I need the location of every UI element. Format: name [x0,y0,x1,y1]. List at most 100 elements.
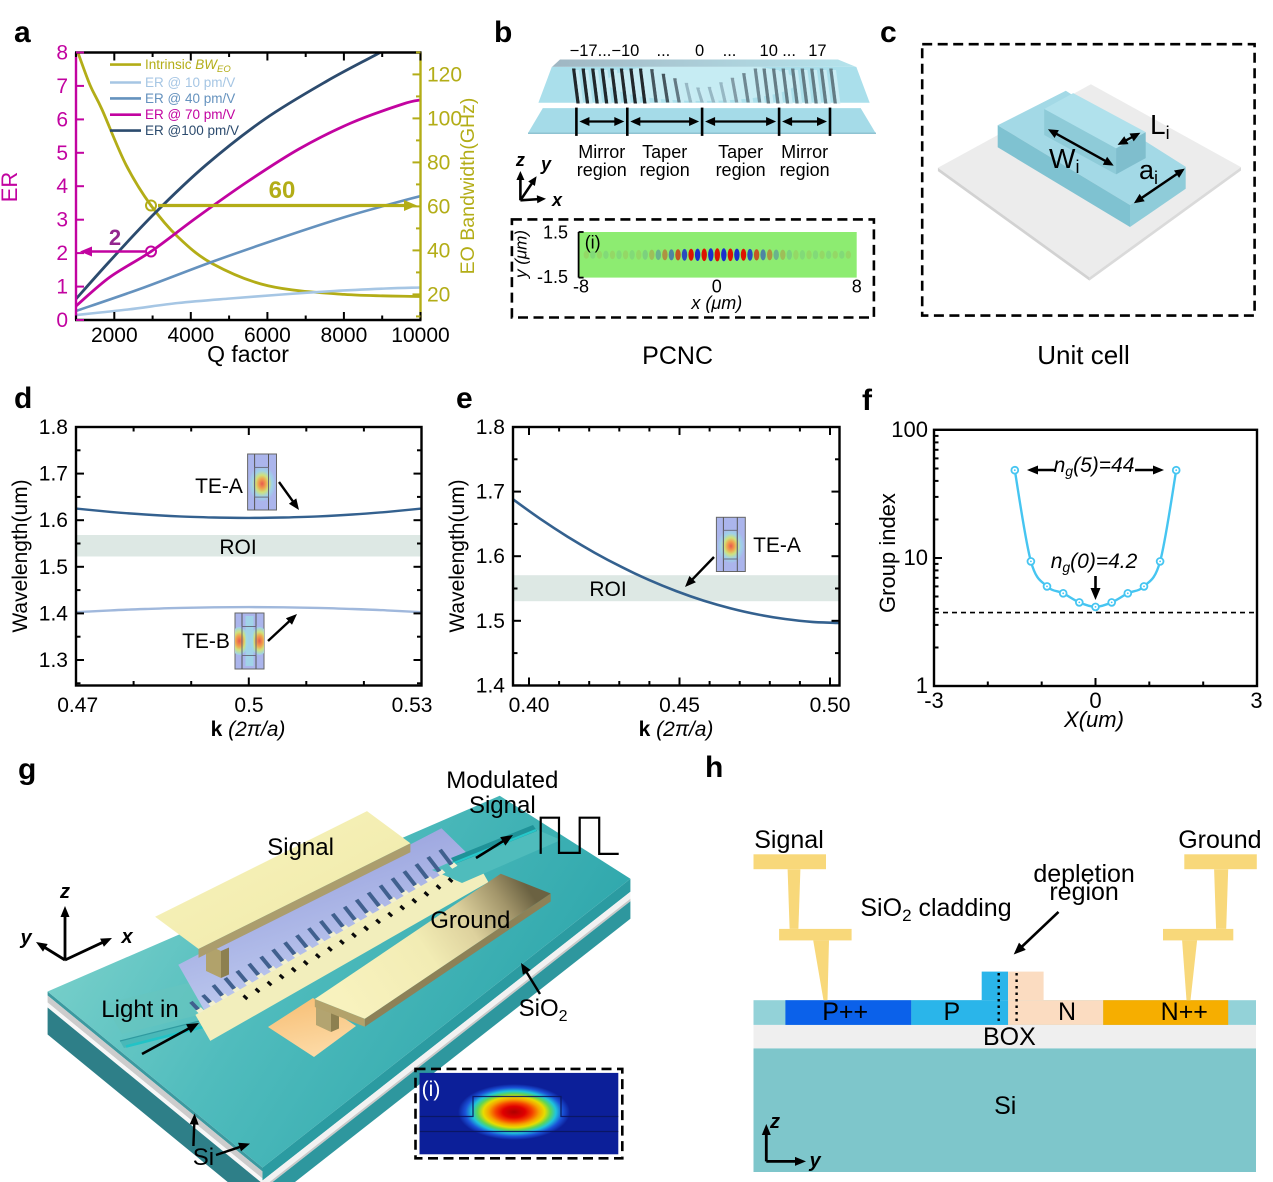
svg-text:TE-B: TE-B [182,630,230,653]
svg-text:Wi: Wi [1049,143,1079,177]
svg-text:0.40: 0.40 [509,694,550,717]
svg-text:0: 0 [1089,688,1101,713]
svg-text:0.45: 0.45 [659,694,700,717]
svg-text:ER @ 10 pm/V: ER @ 10 pm/V [145,75,235,90]
svg-text:7: 7 [56,75,68,98]
svg-text:60: 60 [269,177,296,204]
svg-text:Signal: Signal [754,826,824,854]
svg-text:20: 20 [427,283,450,306]
svg-text:...: ... [657,42,671,60]
svg-text:x (μm): x (μm) [690,293,742,313]
svg-text:3: 3 [56,209,68,232]
svg-text:x: x [120,926,133,948]
svg-text:e: e [456,382,473,415]
svg-text:0: 0 [56,309,68,332]
svg-text:(i): (i) [585,232,601,252]
svg-text:k (2π/a): k (2π/a) [211,718,286,741]
svg-text:1.6: 1.6 [39,509,68,532]
svg-text:y: y [808,1150,821,1172]
svg-text:h: h [705,751,723,784]
svg-text:region: region [780,160,830,180]
svg-text:P: P [943,998,960,1026]
svg-text:100: 100 [427,107,462,130]
svg-text:SiO2 cladding: SiO2 cladding [860,894,1011,925]
svg-text:40: 40 [427,239,450,262]
svg-text:Wavelength(um): Wavelength(um) [9,479,32,632]
svg-text:1.5: 1.5 [39,556,68,579]
svg-text:Li: Li [1150,109,1170,143]
svg-text:Taper: Taper [718,142,763,162]
svg-text:Taper: Taper [642,142,687,162]
svg-text:depletion: depletion [1033,860,1134,888]
svg-text:0: 0 [712,276,722,296]
svg-text:0.5: 0.5 [234,694,263,717]
svg-text:ER @ 70 pm/V: ER @ 70 pm/V [145,107,235,122]
svg-text:-1.5: -1.5 [537,267,568,287]
svg-text:0: 0 [695,42,704,60]
svg-text:y: y [19,927,32,949]
svg-text:y: y [540,154,552,174]
svg-text:...: ... [723,42,737,60]
svg-text:1.7: 1.7 [476,481,505,504]
svg-text:1.5: 1.5 [543,223,568,243]
svg-text:1.4: 1.4 [39,602,69,625]
svg-text:f: f [862,384,873,417]
svg-text:1.3: 1.3 [39,649,68,672]
svg-text:1: 1 [916,673,928,698]
svg-text:TE-A: TE-A [753,534,801,557]
svg-text:g: g [18,753,36,786]
svg-text:Group index: Group index [875,493,900,613]
svg-text:(i): (i) [422,1078,441,1101]
svg-text:Signal: Signal [469,792,536,819]
svg-text:TE-A: TE-A [195,475,243,498]
svg-text:Q factor: Q factor [207,341,289,367]
svg-text:Ground: Ground [1178,826,1261,854]
svg-text:EO Bandwidth(GHz): EO Bandwidth(GHz) [457,98,479,275]
svg-text:a: a [14,16,31,49]
svg-text:X(um): X(um) [1063,707,1124,732]
svg-text:region: region [1049,878,1119,906]
svg-text:region: region [577,160,627,180]
svg-text:6: 6 [56,108,68,131]
svg-text:z: z [59,881,70,903]
svg-text:1: 1 [56,276,68,299]
svg-text:17: 17 [808,42,826,60]
svg-text:ER @ 40 pm/V: ER @ 40 pm/V [145,91,235,106]
svg-text:ai: ai [1139,155,1158,188]
svg-text:Light in: Light in [101,996,178,1023]
svg-text:z: z [515,150,525,170]
svg-text:ER @100 pm/V: ER @100 pm/V [145,123,239,138]
svg-text:Mirror: Mirror [578,142,625,162]
svg-text:5: 5 [56,142,68,165]
svg-text:10000: 10000 [391,324,449,347]
svg-text:2000: 2000 [91,324,138,347]
svg-text:3: 3 [1250,688,1262,713]
svg-text:x: x [551,190,563,210]
svg-text:Ground: Ground [430,907,510,934]
svg-text:Signal: Signal [267,834,334,861]
svg-text:1.5: 1.5 [476,610,505,633]
svg-text:c: c [880,16,897,49]
svg-text:Si: Si [193,1144,214,1171]
svg-text:Unit cell: Unit cell [1037,340,1129,370]
svg-text:ROI: ROI [219,536,256,559]
svg-text:0.47: 0.47 [57,694,98,717]
svg-text:8: 8 [852,276,862,296]
svg-text:6000: 6000 [244,324,291,347]
svg-text:b: b [494,16,512,49]
svg-text:−17...−10: −17...−10 [570,42,640,60]
svg-text:4000: 4000 [167,324,214,347]
svg-text:Si: Si [994,1092,1016,1120]
svg-text:BOX: BOX [983,1023,1036,1051]
svg-text:Modulated: Modulated [446,767,558,794]
svg-text:Mirror: Mirror [781,142,828,162]
svg-text:P++: P++ [822,998,868,1026]
svg-text:ROI: ROI [589,578,626,601]
svg-text:10: 10 [904,545,928,570]
svg-text:...: ... [782,42,796,60]
svg-text:N++: N++ [1161,998,1208,1026]
svg-text:PCNC: PCNC [642,342,713,370]
svg-text:region: region [640,160,690,180]
svg-text:Intrinsic BWEO: Intrinsic BWEO [145,57,231,75]
svg-text:d: d [14,382,32,415]
